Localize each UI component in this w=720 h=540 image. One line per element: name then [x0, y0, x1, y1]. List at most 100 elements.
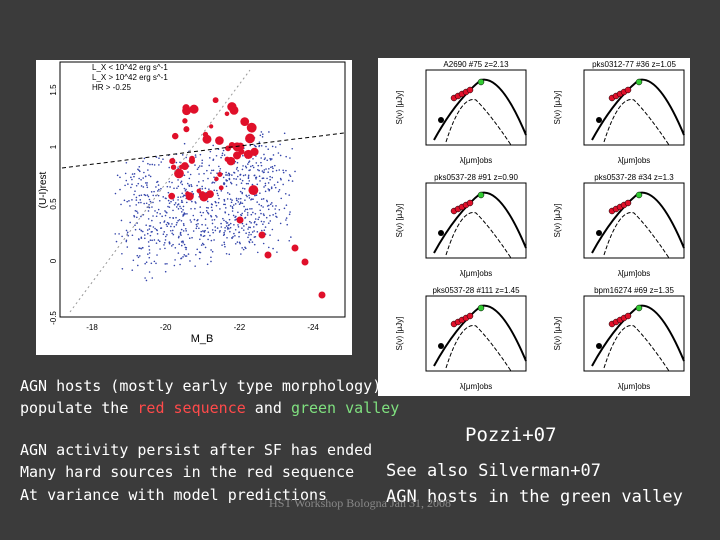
- scatter-dot: [226, 192, 229, 194]
- scatter-dot: [139, 170, 141, 173]
- scatter-dot: [242, 154, 244, 157]
- scatter-dot: [267, 188, 270, 190]
- scatter-dot: [237, 169, 239, 172]
- scatter-dot: [268, 188, 271, 191]
- scatter-dot: [251, 164, 254, 167]
- scatter-dot: [265, 216, 268, 219]
- scatter-dot: [252, 211, 254, 214]
- scatter-dot: [156, 254, 158, 256]
- scatter-dot: [183, 126, 190, 133]
- scatter-dot: [177, 196, 179, 199]
- scatter-dot: [197, 166, 200, 169]
- scatter-dot: [168, 242, 171, 245]
- scatter-dot: [164, 197, 167, 199]
- scatter-dot: [148, 249, 151, 251]
- x-tick-label: -24: [307, 323, 319, 332]
- sed-point: [477, 78, 485, 86]
- scatter-dot: [140, 229, 143, 232]
- fit-line: [61, 132, 345, 169]
- scatter-dot: [276, 251, 278, 253]
- scatter-dot: [262, 198, 265, 200]
- scatter-dot: [158, 199, 161, 202]
- scatter-dot: [204, 187, 207, 190]
- scatter-dot: [180, 181, 182, 184]
- scatter-dot: [231, 237, 233, 239]
- scatter-dot: [248, 231, 251, 234]
- scatter-dot: [131, 178, 133, 181]
- scatter-dot: [180, 244, 183, 247]
- scatter-dot: [230, 182, 233, 185]
- scatter-dot: [253, 174, 256, 177]
- scatter-dot: [191, 200, 193, 203]
- scatter-dot: [263, 169, 266, 171]
- scatter-dot: [152, 194, 155, 197]
- scatter-dot: [220, 226, 223, 228]
- scatter-dot: [247, 182, 249, 185]
- scatter-dot: [211, 169, 213, 172]
- scatter-dot: [285, 219, 287, 221]
- scatter-dot: [284, 192, 287, 195]
- scatter-dot: [213, 239, 215, 241]
- scatter-dot: [134, 210, 137, 212]
- scatter-dot: [154, 210, 156, 212]
- scatter-dot: [159, 222, 162, 224]
- scatter-dot: [158, 188, 160, 191]
- scatter-dot: [270, 187, 273, 190]
- scatter-dot: [266, 177, 268, 180]
- scatter-dot: [148, 198, 151, 201]
- scatter-dot: [195, 156, 197, 158]
- scatter-dot: [178, 243, 180, 246]
- scatter-dot: [248, 197, 251, 199]
- scatter-dot: [239, 174, 241, 176]
- panel-ylabel: S(ν) [μJy]: [395, 317, 404, 351]
- scatter-dot: [140, 178, 142, 181]
- scatter-dot: [218, 185, 224, 191]
- scatter-dot: [135, 204, 138, 206]
- scatter-dot: [146, 184, 148, 186]
- scatter-dot: [258, 169, 260, 172]
- scatter-dot: [185, 156, 187, 159]
- scatter-dot: [206, 169, 208, 172]
- scatter-dot: [164, 214, 167, 217]
- scatter-dot: [149, 239, 152, 241]
- scatter-dot: [194, 154, 197, 156]
- scatter-dot: [271, 205, 274, 207]
- scatter-dot: [244, 216, 247, 219]
- scatter-dot: [168, 206, 171, 208]
- scatter-dot: [225, 252, 228, 255]
- scatter-dot: [266, 200, 269, 203]
- scatter-dot: [136, 264, 139, 267]
- scatter-dot: [166, 221, 169, 224]
- scatter-dot: [135, 184, 138, 187]
- scatter-dot: [264, 157, 267, 159]
- scatter-dot: [120, 203, 122, 206]
- scatter-dot: [248, 169, 250, 172]
- scatter-dot: [254, 212, 257, 215]
- scatter-dot: [261, 177, 264, 180]
- panel-ylabel: S(ν) [μJy]: [553, 317, 562, 351]
- scatter-dot: [279, 222, 282, 225]
- scatter-dot: [171, 223, 173, 225]
- scatter-dot: [185, 201, 188, 204]
- scatter-dot: [210, 260, 212, 263]
- scatter-dot: [141, 246, 144, 249]
- scatter-dot: [278, 189, 281, 191]
- scatter-dot: [139, 199, 142, 201]
- scatter-dot: [243, 205, 245, 208]
- x-tick-label: -20: [160, 323, 172, 332]
- scatter-dot: [268, 131, 270, 133]
- scatter-dot: [216, 192, 219, 195]
- scatter-dot: [145, 261, 148, 264]
- scatter-dot: [178, 235, 180, 238]
- scatter-dot: [148, 271, 151, 273]
- scatter-dot: [124, 172, 127, 175]
- scatter-dot: [147, 241, 150, 243]
- scatter-dot: [223, 154, 226, 156]
- scatter-dot: [318, 291, 326, 299]
- scatter-dot: [252, 157, 254, 160]
- scatter-dot: [183, 224, 185, 227]
- scatter-dot: [272, 170, 274, 173]
- scatter-dot: [215, 136, 224, 145]
- scatter-dot: [238, 241, 241, 244]
- scatter-dot: [175, 206, 178, 208]
